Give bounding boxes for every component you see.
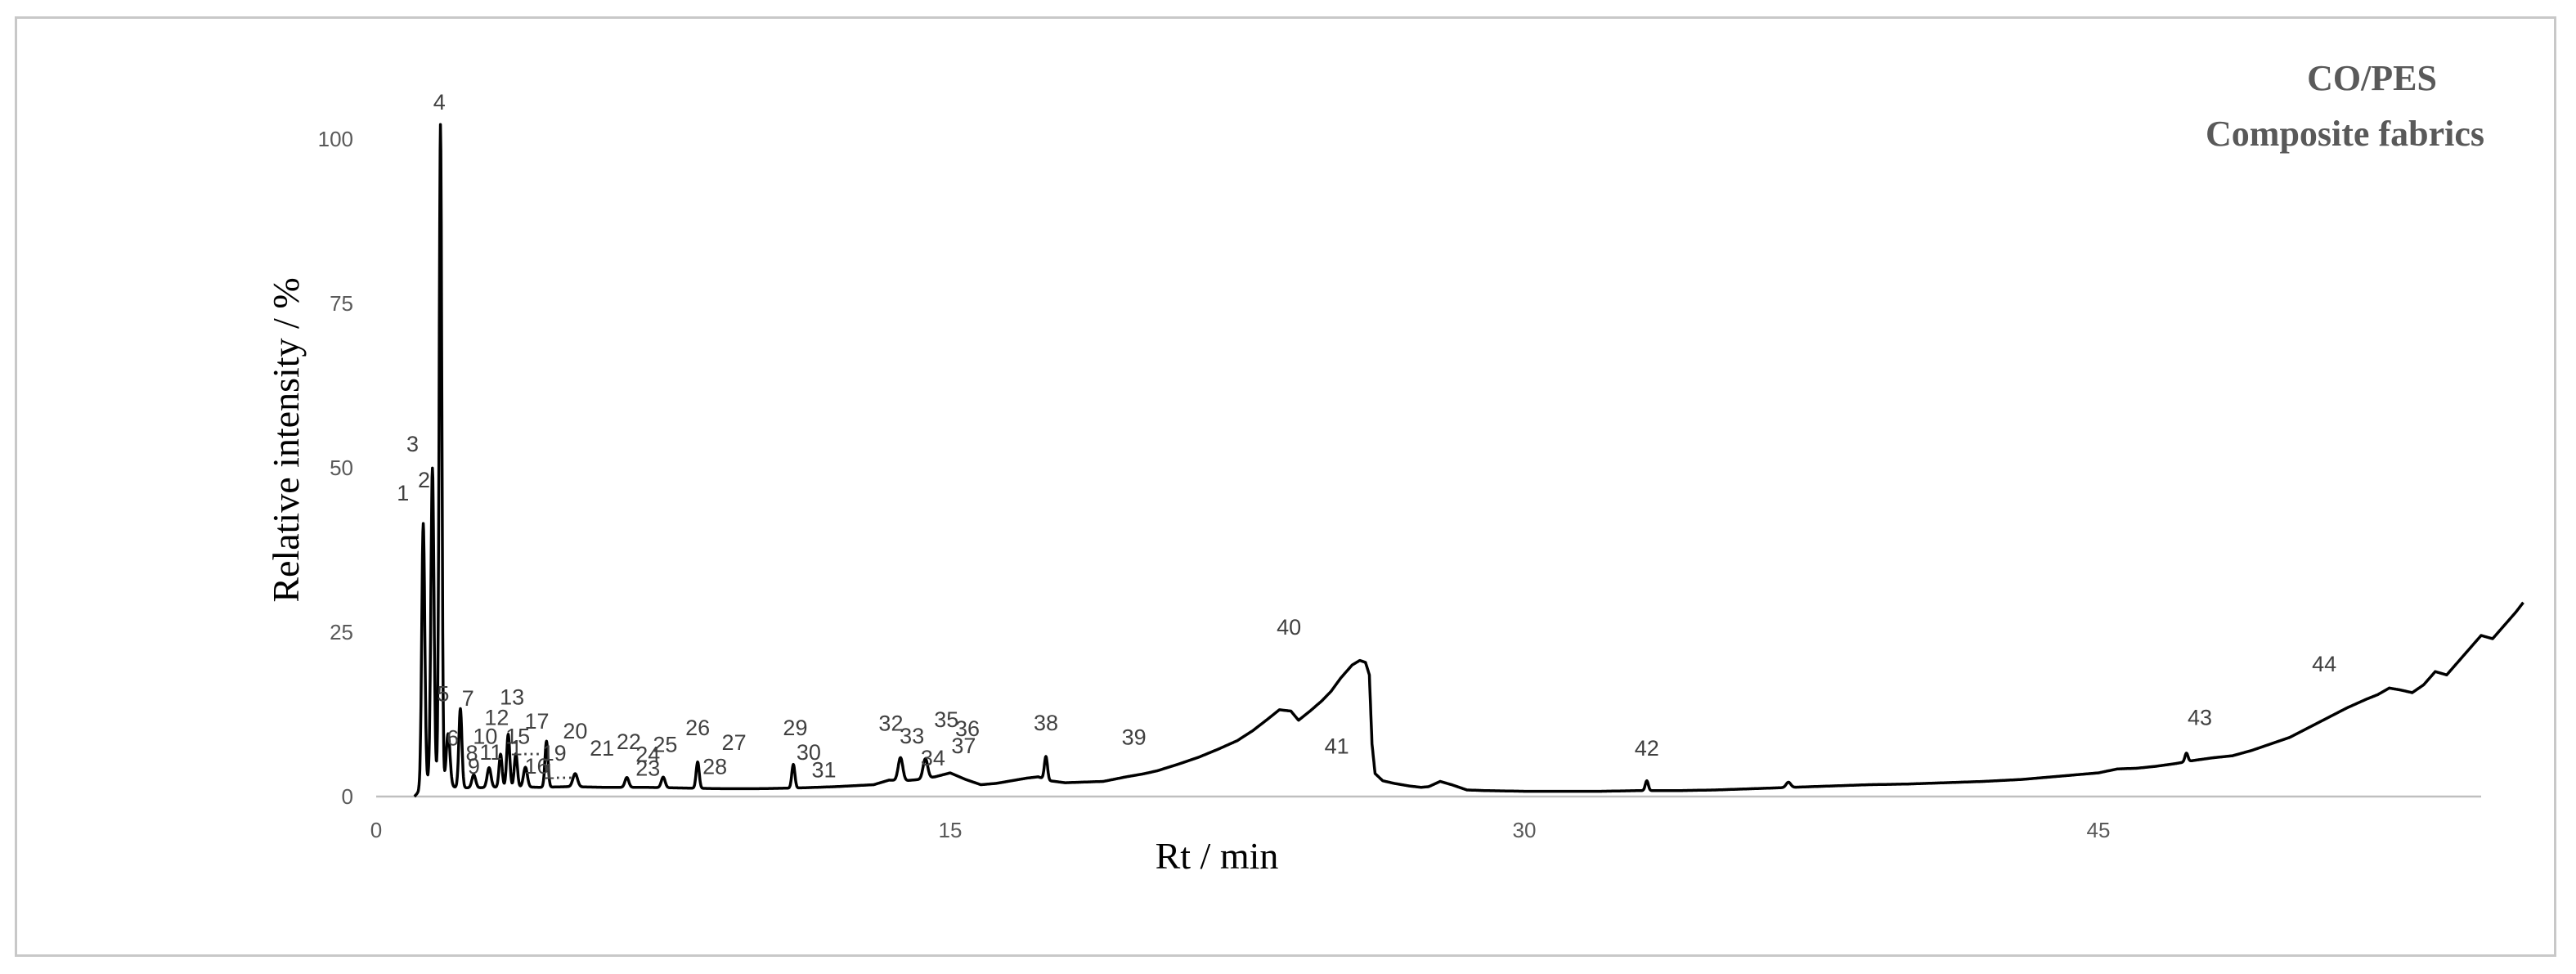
x-axis-title: Rt / min <box>1156 835 1279 877</box>
peak-label: 7 <box>462 686 474 711</box>
y-tick-label: 25 <box>330 620 353 644</box>
peak-label: 11 <box>479 740 502 765</box>
peak-label: 16 <box>525 754 550 779</box>
peak-label: 37 <box>951 734 976 758</box>
x-tick-label: 0 <box>370 818 382 842</box>
x-tick-label: 30 <box>1513 818 1537 842</box>
peak-label: 42 <box>1635 736 1659 761</box>
y-axis-ticks: 0 25 50 75 100 <box>318 127 353 809</box>
peak-label: 30 <box>797 740 821 765</box>
peak-label: 17 <box>525 709 550 734</box>
peak-label: 22 <box>617 729 641 754</box>
peak-label: 31 <box>812 758 837 783</box>
peak-label: 10 <box>473 725 497 749</box>
y-tick-label: 100 <box>318 127 353 151</box>
peak-label: 44 <box>2312 652 2336 676</box>
peak-label: 23 <box>635 756 660 780</box>
x-axis-ticks: 0 15 30 45 <box>370 818 2111 842</box>
y-tick-label: 0 <box>342 784 353 809</box>
peak-label: 9 <box>468 754 480 779</box>
x-tick-label: 15 <box>939 818 963 842</box>
peak-label: 20 <box>563 719 587 743</box>
peak-label: 24 <box>635 742 660 766</box>
peak-label: 1 <box>397 481 409 505</box>
chromatogram-trace <box>413 123 2524 798</box>
peak-label: 15 <box>505 725 530 749</box>
peak-label: 28 <box>702 755 727 779</box>
peak-label: 41 <box>1325 734 1349 759</box>
peak-label: 32 <box>878 711 903 736</box>
peak-label: 13 <box>500 684 524 709</box>
peak-label: 40 <box>1277 615 1301 640</box>
chart-title-line-2: Composite fabrics <box>2206 114 2484 154</box>
peak-label: 4 <box>433 90 446 114</box>
peak-label: 36 <box>955 716 980 741</box>
peak-label: 26 <box>685 716 710 740</box>
chart-title-line-1: CO/PES <box>2307 58 2437 98</box>
peak-label: 29 <box>783 716 807 740</box>
peak-label: 5 <box>437 681 449 706</box>
peak-label: 8 <box>465 741 478 765</box>
peak-label: 12 <box>484 705 509 729</box>
peak-label: 1... <box>510 735 541 760</box>
peak-label: 6 <box>447 725 459 750</box>
y-tick-label: 50 <box>330 456 353 480</box>
y-tick-label: 75 <box>330 291 353 316</box>
peak-label: 19 <box>542 741 567 765</box>
peak-label: 21 <box>590 736 614 761</box>
peak-label: 2 <box>418 468 430 492</box>
peak-label: 33 <box>900 724 924 748</box>
peak-label: 27 <box>722 730 747 755</box>
x-tick-label: 45 <box>2087 818 2111 842</box>
peak-label: 38 <box>1034 711 1058 735</box>
peak-label: 25 <box>653 732 677 756</box>
peak-label: 3 <box>406 432 419 456</box>
peak-label: 1... <box>543 759 574 783</box>
peak-label: 43 <box>2188 705 2212 729</box>
y-axis-title: Relative intensity / % <box>265 277 307 602</box>
peak-label: 35 <box>934 707 958 732</box>
peak-label: 39 <box>1122 725 1147 749</box>
peak-label: 34 <box>921 746 945 770</box>
